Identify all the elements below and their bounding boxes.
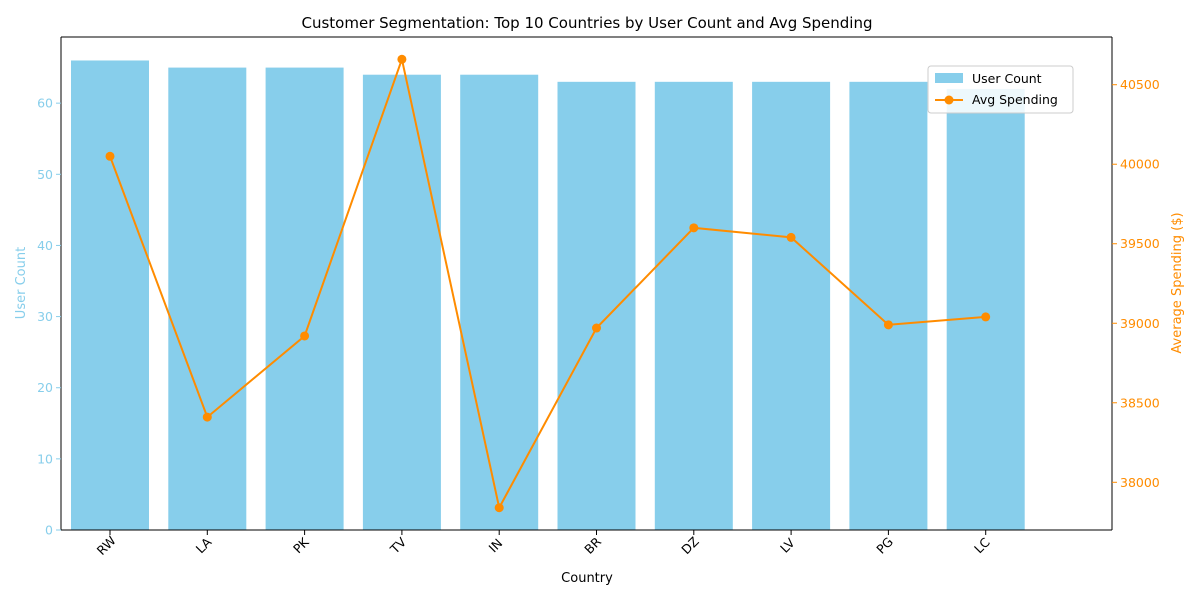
x-tick-label: IN [486, 535, 506, 555]
y-left-tick-label: 50 [37, 167, 53, 182]
y-left-tick-label: 40 [37, 238, 53, 253]
avg-spending-line [109, 55, 986, 511]
legend-frame [927, 65, 1074, 114]
x-axis-label: Country [561, 571, 613, 586]
chart-title: Customer Segmentation: Top 10 Countries … [302, 14, 873, 32]
legend: User Count Avg Spending [927, 65, 1074, 114]
y-axis-right-label: Average Spending ($) [1170, 212, 1185, 353]
avg-spending-point-lc [981, 312, 991, 322]
bar-rw [71, 60, 149, 530]
bar-lc [946, 88, 1025, 530]
x-tick-label: LV [777, 535, 798, 556]
bar-series-user-count [71, 60, 1025, 531]
bar-tv [362, 74, 441, 530]
axes-frame [60, 36, 1113, 531]
avg-spending-point-pk [300, 331, 310, 341]
y-left-tick-label: 10 [37, 451, 53, 466]
x-tick-label: LC [971, 534, 993, 556]
x-axis-ticks: RW LA PK TV IN BR DZ LV PG LC [94, 530, 993, 558]
line-series-avg-spending [105, 54, 991, 513]
x-tick-label: PG [873, 534, 896, 557]
legend-swatch-avg-spending-marker [944, 95, 954, 105]
avg-spending-point-in [494, 503, 504, 513]
y-right-tick-label: 38500 [1120, 395, 1160, 410]
y-right-tick-label: 40500 [1120, 77, 1160, 92]
x-tick-label: RW [94, 533, 119, 558]
avg-spending-point-br [592, 323, 601, 333]
y-axis-left-ticks: 0 10 20 30 40 50 60 [37, 96, 61, 538]
y-right-tick-label: 39000 [1120, 316, 1160, 331]
bar-dz [654, 81, 733, 531]
y-axis-right-ticks: 38000 38500 39000 39500 40000 40500 [1112, 77, 1160, 490]
bar-pk [265, 67, 344, 531]
y-left-tick-label: 30 [37, 309, 53, 324]
avg-spending-point-pg [883, 320, 893, 330]
avg-spending-point-tv [397, 54, 407, 64]
avg-spending-point-rw [105, 151, 115, 161]
y-right-tick-label: 40000 [1120, 157, 1160, 172]
x-tick-label: DZ [678, 534, 701, 557]
y-left-tick-label: 20 [37, 380, 53, 395]
legend-label-avg-spending: Avg Spending [972, 92, 1058, 107]
y-right-tick-label: 39500 [1120, 236, 1160, 251]
y-left-tick-label: 0 [45, 523, 53, 538]
y-right-tick-label: 38000 [1120, 475, 1160, 490]
avg-spending-point-dz [689, 223, 699, 233]
x-tick-label: TV [386, 534, 409, 557]
y-axis-left-label: User Count [14, 247, 29, 319]
bar-la [168, 67, 247, 531]
avg-spending-point-lv [786, 232, 796, 242]
bar-lv [752, 81, 831, 531]
bar-pg [849, 81, 928, 531]
y-left-tick-label: 60 [37, 96, 53, 111]
x-tick-label: LA [193, 534, 215, 556]
bar-in [460, 74, 539, 530]
legend-swatch-user-count [935, 73, 963, 83]
x-tick-label: BR [581, 534, 604, 557]
bar-br [557, 81, 636, 531]
avg-spending-point-la [202, 412, 212, 422]
legend-label-user-count: User Count [972, 71, 1042, 86]
x-tick-label: PK [290, 534, 312, 556]
